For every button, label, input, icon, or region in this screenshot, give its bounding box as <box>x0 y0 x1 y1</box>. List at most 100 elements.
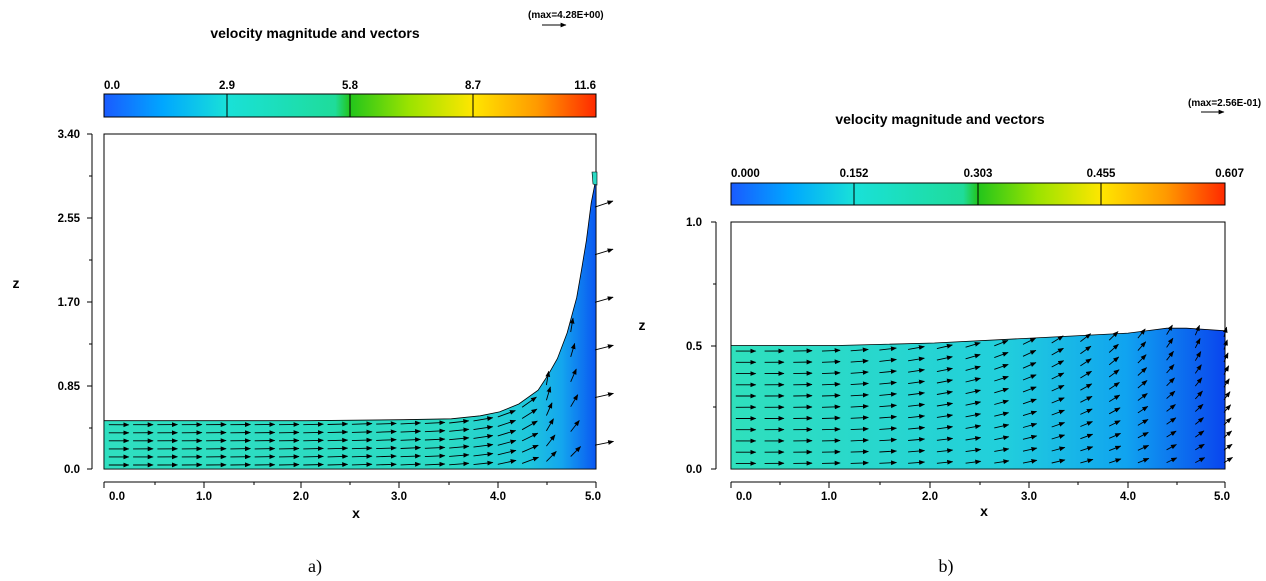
panel-b-vector-arrow <box>936 390 953 396</box>
panel-a-vector-arrow <box>449 435 470 441</box>
panel-b-vector-arrow <box>879 403 897 409</box>
panel-b-vector-arrow <box>908 345 925 350</box>
panel-a-x-tick: 1.0 <box>196 491 212 503</box>
panel-a-vector-arrow <box>376 453 397 459</box>
panel-a-vector-arrow <box>569 317 575 333</box>
panel-a-colorbar-tick: 5.8 <box>342 80 359 92</box>
panel-b-vector-arrow <box>879 437 897 443</box>
panel-b-vector-arrow <box>1137 393 1148 401</box>
panel-a-x-tick: 2.0 <box>293 491 309 503</box>
panel-b-vector-arrow <box>1166 377 1175 387</box>
panel-b-fluid-region <box>730 327 1226 470</box>
panel-b: velocity magnitude and vectors (max=2.56… <box>639 98 1262 577</box>
panel-b-title: velocity magnitude and vectors <box>835 111 1044 127</box>
panel-b-colorbar: 0.000 0.152 0.303 0.455 0.607 <box>730 168 1244 206</box>
panel-a-vector-arrow <box>303 454 324 459</box>
panel-b-vector-arrow <box>1022 422 1038 428</box>
panel-a-vector-arrow <box>594 344 614 351</box>
panel-b-vector-arrow <box>1022 434 1038 440</box>
panel-a-vector-arrow <box>424 436 446 442</box>
panel-a-vector-arrow <box>473 425 494 431</box>
panel-b-vector-arrow <box>1194 337 1201 349</box>
panel-a-vector-arrow <box>351 445 373 451</box>
panel-a-vector-arrow <box>449 461 470 467</box>
panel-b-vector-arrow <box>850 426 869 432</box>
panel-b-max-note: (max=2.56E-01) <box>1188 98 1261 109</box>
panel-b-vector-arrow <box>936 355 953 361</box>
panel-a-vector-arrow <box>449 452 470 458</box>
panel-b-vector-arrow <box>1223 352 1229 363</box>
panel-b-vector-arrow <box>936 378 953 384</box>
panel-b-vector-arrow <box>1137 328 1146 339</box>
panel-b-vector-arrow <box>936 343 953 350</box>
panel-b-vector-arrow <box>1051 397 1065 404</box>
panel-b-x-tick: 1.0 <box>821 491 837 503</box>
panel-a-vector-arrow <box>327 462 349 467</box>
panel-a-vector-arrow <box>376 437 397 443</box>
panel-b-vector-arrow <box>936 459 954 465</box>
panel-b-vector-arrow <box>850 347 869 353</box>
panel-b-vector-arrow <box>1109 445 1122 452</box>
panel-a-x-tick: 3.0 <box>391 491 407 503</box>
panel-b-vector-arrow <box>1166 350 1174 361</box>
panel-b-vector-arrow <box>1051 446 1066 452</box>
panel-b-vector-arrow <box>1166 457 1178 464</box>
panel-a-vector-arrow <box>400 437 422 443</box>
panel-b-vector-arrow <box>965 447 982 453</box>
panel-a-vector-arrow <box>424 445 446 451</box>
panel-b-vector-arrow <box>1108 382 1120 390</box>
panel-b-vector-arrow <box>965 459 982 465</box>
panel-b-colorbar-tick: 0.000 <box>731 168 760 180</box>
panel-a-z-tick: 2.55 <box>58 213 81 225</box>
panel-b-vector-arrow <box>936 436 954 442</box>
panel-b-vector-arrow <box>879 460 897 466</box>
panel-b-vector-arrow <box>850 460 869 466</box>
panel-b-z-tick: 0.0 <box>686 464 702 476</box>
panel-a-vector-arrow <box>424 453 446 459</box>
panel-b-vector-arrow <box>850 449 869 455</box>
panel-b-vector-arrow <box>1080 345 1092 355</box>
panel-b-vector-arrow <box>1137 380 1148 389</box>
panel-b-vector-arrow <box>1108 369 1120 378</box>
panel-b-vector-arrow <box>1051 434 1066 440</box>
panel-b-x-label: x <box>980 503 988 519</box>
panel-b-vector-arrow <box>1223 404 1231 413</box>
panel-b-vector-arrow <box>1109 458 1122 464</box>
panel-a-vector-arrow <box>351 421 373 427</box>
panel-b-vector-arrow <box>994 447 1010 453</box>
panel-b-vector-arrow <box>1194 377 1203 387</box>
panel-a-max-note: (max=4.28E+00) <box>528 10 604 21</box>
panel-b-vector-arrow <box>1051 360 1065 368</box>
panel-a-vector-arrow <box>570 342 576 358</box>
panel-b-vector-arrow <box>1022 398 1037 405</box>
panel-b-vector-arrow <box>965 436 982 441</box>
panel-a-vector-arrow <box>594 440 615 446</box>
panel-b-vector-arrow <box>1108 343 1119 353</box>
panel-b-vector-arrow <box>994 459 1010 465</box>
panel-b-vector-arrow <box>965 424 982 430</box>
panel-a-vector-arrow <box>473 442 494 448</box>
panel-b-vector-arrow <box>821 348 841 353</box>
panel-b-vector-arrow <box>879 426 897 431</box>
panel-b-vector-arrow <box>1166 390 1176 399</box>
panel-a-title: velocity magnitude and vectors <box>210 25 419 41</box>
panel-b-x-tick: 2.0 <box>922 491 938 503</box>
panel-b-vector-arrow <box>1223 457 1234 464</box>
panel-a-z-tick: 3.40 <box>58 129 80 141</box>
panel-b-vector-arrow <box>1195 417 1204 425</box>
panel-a-vector-arrow <box>400 453 422 459</box>
panel-a-x-tick: 4.0 <box>490 491 506 503</box>
panel-a-vector-arrow <box>570 420 580 432</box>
panel-b-vector-arrow <box>1080 370 1093 379</box>
panel-b-vector-arrow <box>1108 407 1121 415</box>
panel-b-vector-arrow <box>821 426 841 432</box>
panel-b-vector-arrow <box>965 353 981 360</box>
panel-a-colorbar-tick: 8.7 <box>465 80 481 92</box>
panel-a-vector-arrow <box>351 453 373 459</box>
panel-b-vector-arrow <box>1166 430 1177 438</box>
panel-a-vector-arrow <box>473 460 494 466</box>
panel-a-z-tick: 0.85 <box>58 381 81 393</box>
panel-b-vector-arrow <box>1108 356 1120 366</box>
panel-a-vector-arrow <box>449 427 470 433</box>
panel-b-vector-arrow <box>908 425 926 431</box>
